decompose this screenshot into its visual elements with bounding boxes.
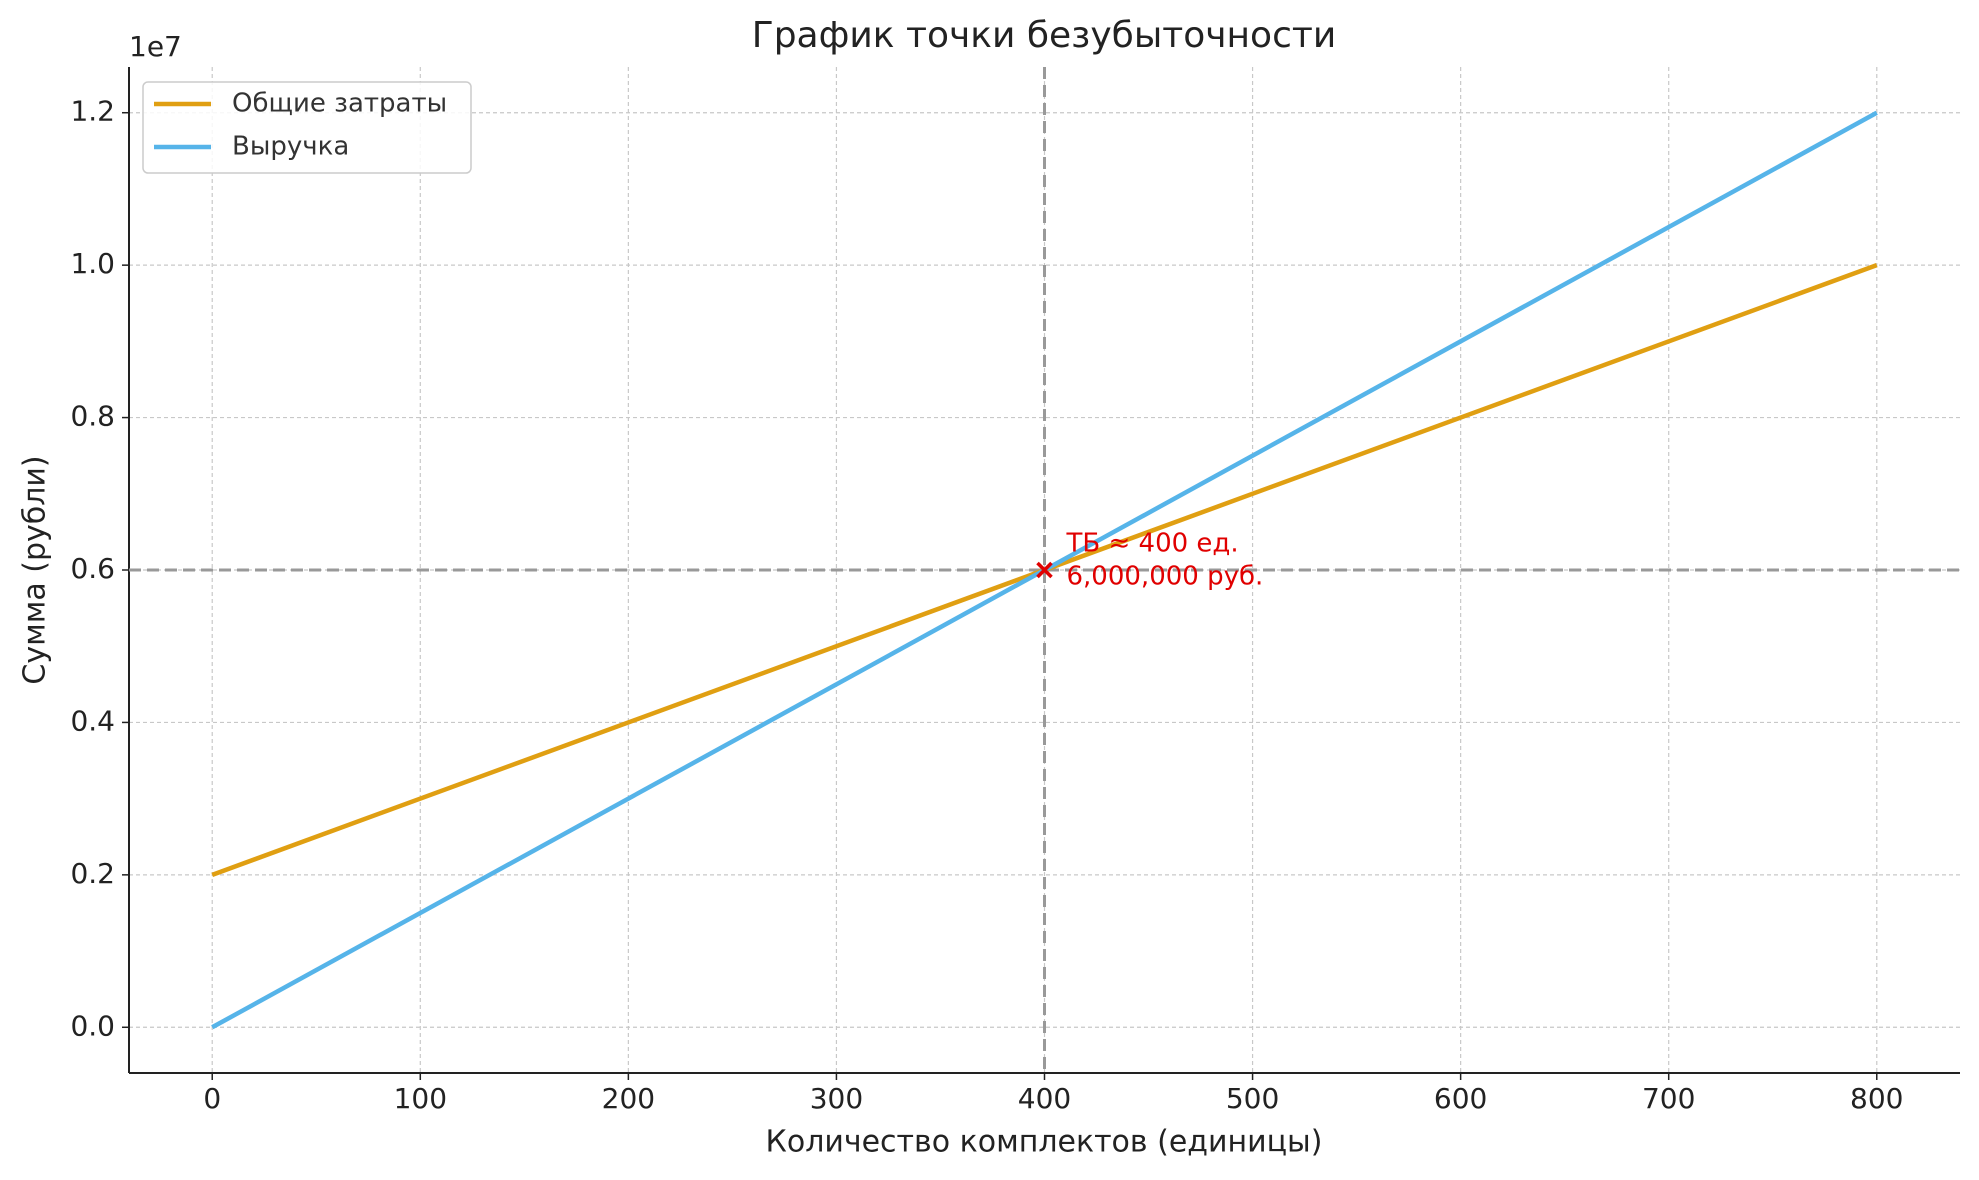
x-axis-label: Количество комплектов (единицы)	[766, 1125, 1323, 1160]
y-axis-label: Сумма (рубли)	[18, 455, 53, 684]
x-tick-label: 300	[810, 1082, 863, 1115]
y-tick-label: 1.2	[70, 95, 115, 128]
x-tick-label: 0	[203, 1082, 221, 1115]
legend-box	[142, 81, 472, 174]
x-tick-label: 600	[1434, 1082, 1487, 1115]
marker-stroke	[1036, 561, 1053, 579]
chart-title: График точки безубыточности	[752, 15, 1337, 56]
x-tick-label: 700	[1642, 1082, 1695, 1115]
x-tick-label: 200	[602, 1082, 655, 1115]
legend-label: Общие затраты	[232, 89, 447, 119]
x-tick-label: 400	[1018, 1082, 1071, 1115]
y-tick-label: 0.4	[70, 704, 115, 737]
y-tick-label: 0.0	[70, 1009, 115, 1042]
y-offset-label: 1e7	[129, 30, 182, 63]
x-tick-label: 500	[1226, 1082, 1279, 1115]
x-tick-label: 100	[394, 1082, 447, 1115]
annotation: 6,000,000 руб.	[1067, 562, 1264, 592]
y-tick-label: 0.8	[70, 400, 115, 433]
y-tick-label: 0.6	[70, 552, 115, 585]
x-tick-label: 800	[1850, 1082, 1903, 1115]
break-even-marker	[1036, 561, 1053, 579]
y-tick-label: 1.0	[70, 247, 115, 280]
y-tick-label: 0.2	[70, 857, 115, 890]
annotation: ТБ ≈ 400 ед.	[1066, 529, 1239, 559]
legend-label: Выручка	[232, 132, 349, 162]
